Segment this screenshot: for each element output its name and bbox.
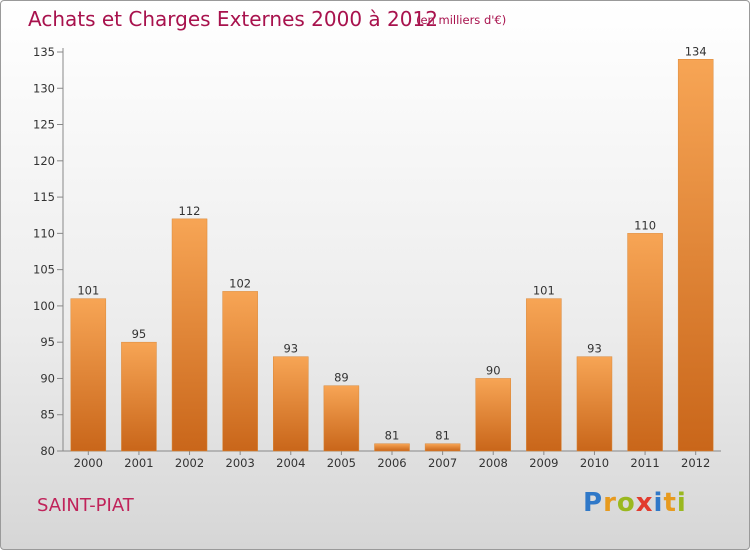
x-tick-label: 2008 bbox=[479, 456, 508, 470]
logo-letter: t bbox=[663, 488, 677, 518]
bar bbox=[424, 443, 461, 452]
bar bbox=[627, 233, 663, 452]
x-tick-label: 2007 bbox=[428, 456, 457, 470]
bar-value-label: 134 bbox=[685, 44, 707, 58]
bar-value-label: 112 bbox=[179, 204, 201, 218]
y-tick-label: 105 bbox=[33, 263, 55, 277]
bar-value-label: 110 bbox=[634, 218, 656, 232]
x-tick-label: 2011 bbox=[630, 456, 659, 470]
y-tick-label: 120 bbox=[33, 154, 55, 168]
y-tick-label: 125 bbox=[33, 118, 55, 132]
logo-letter: i bbox=[653, 488, 664, 518]
bar-value-label: 101 bbox=[533, 284, 555, 298]
bar-value-label: 102 bbox=[229, 276, 251, 290]
y-tick-label: 95 bbox=[40, 335, 55, 349]
bar bbox=[677, 59, 714, 452]
y-tick-label: 85 bbox=[40, 408, 55, 422]
bar bbox=[171, 218, 208, 452]
bar-value-label: 93 bbox=[283, 342, 298, 356]
bar bbox=[70, 298, 107, 452]
bar bbox=[576, 356, 613, 452]
chart-axes: 80 85 90 95 100 105 110 115 120 125 130 135 bbox=[33, 45, 721, 458]
logo-letter: r bbox=[603, 488, 617, 518]
bar bbox=[222, 291, 258, 452]
logo-letter: P bbox=[583, 488, 604, 518]
x-tick-label: 2000 bbox=[74, 456, 103, 470]
logo-letter: x bbox=[635, 488, 654, 518]
chart-subtitle: (en milliers d'€) bbox=[416, 13, 507, 27]
bar bbox=[526, 298, 562, 452]
x-tick-label: 2006 bbox=[377, 456, 406, 470]
x-tick-label: 2001 bbox=[124, 456, 153, 470]
bar-value-label: 81 bbox=[385, 429, 400, 443]
bar-value-label: 90 bbox=[486, 363, 501, 377]
bar bbox=[273, 356, 309, 452]
chart-bars bbox=[70, 59, 714, 452]
bar-value-label: 93 bbox=[587, 342, 602, 356]
chart-title: Achats et Charges Externes 2000 à 2012 bbox=[28, 7, 438, 31]
logo-letter: o bbox=[616, 488, 636, 518]
x-tick-label: 2002 bbox=[175, 456, 204, 470]
town-name: SAINT-PIAT bbox=[37, 495, 134, 516]
y-tick-label: 80 bbox=[40, 444, 55, 458]
y-tick-label: 135 bbox=[33, 45, 55, 59]
x-tick-label: 2010 bbox=[580, 456, 609, 470]
y-tick-label: 115 bbox=[33, 190, 55, 204]
y-tick-label: 110 bbox=[33, 226, 55, 240]
y-tick-label: 130 bbox=[33, 81, 55, 95]
bar-value-label: 81 bbox=[435, 429, 450, 443]
bar-value-label: 101 bbox=[77, 284, 99, 298]
x-tick-label: 2005 bbox=[327, 456, 356, 470]
bar-value-label: 89 bbox=[334, 371, 349, 385]
bar-value-label: 95 bbox=[132, 327, 147, 341]
proxiti-logo: Proxiti bbox=[583, 488, 687, 518]
bar bbox=[323, 385, 360, 452]
y-tick-label: 100 bbox=[33, 299, 55, 313]
logo-letter: i bbox=[676, 488, 687, 518]
x-tick-label: 2009 bbox=[529, 456, 558, 470]
bar bbox=[121, 341, 157, 452]
chart-labels: 101 2000 95 2001 112 2002 102 2003 93 2004 89 2005 8… bbox=[74, 44, 711, 470]
x-tick-label: 2004 bbox=[276, 456, 305, 470]
bar bbox=[374, 443, 410, 452]
y-tick-label: 90 bbox=[40, 371, 55, 385]
x-tick-label: 2012 bbox=[681, 456, 710, 470]
x-tick-label: 2003 bbox=[226, 456, 255, 470]
bar bbox=[475, 378, 511, 452]
